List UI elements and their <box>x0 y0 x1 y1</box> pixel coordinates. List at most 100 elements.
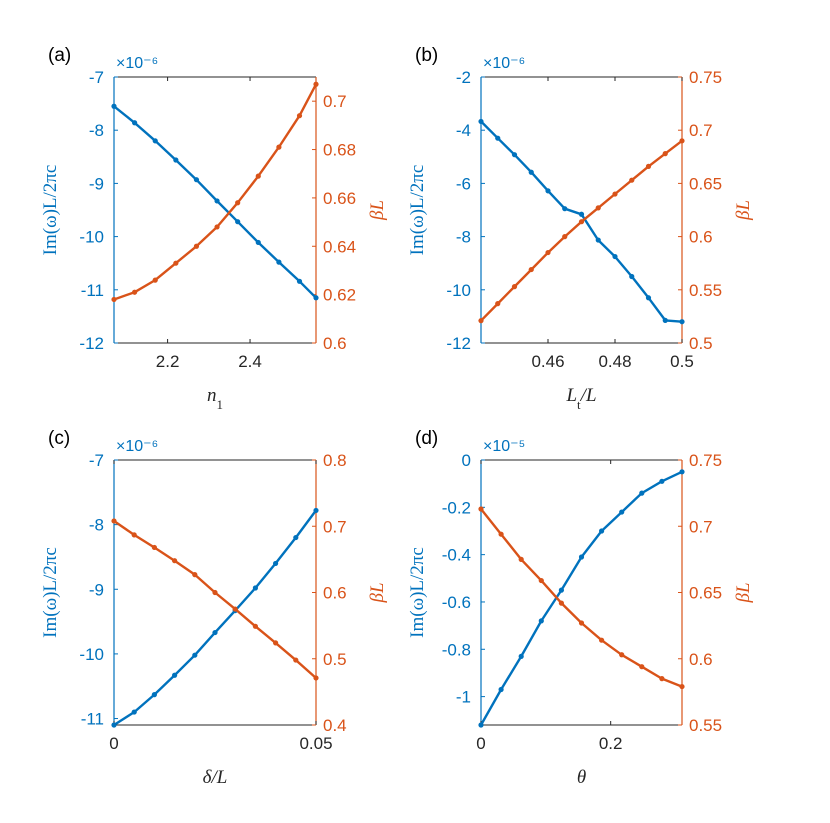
data-point-left <box>173 157 179 163</box>
data-point-left <box>528 169 534 175</box>
data-point-right <box>545 249 551 256</box>
data-point-left <box>538 618 544 624</box>
x-axis-title-main: δ/L <box>203 767 228 788</box>
x-axis-title-main: n <box>207 385 217 406</box>
x-tick-label: 0.48 <box>598 352 631 371</box>
right-y-tick-label: 0.65 <box>689 174 722 193</box>
data-point-left <box>645 295 652 301</box>
x-tick-label: 0.2 <box>599 734 623 753</box>
data-point-left <box>252 585 258 591</box>
left-y-axis-title: Im(ω)L/2πc <box>407 547 428 638</box>
left-y-tick-label: -10 <box>79 228 104 247</box>
series-line-right <box>113 520 317 679</box>
right-y-tick-label: 0.55 <box>689 281 722 300</box>
right-y-axis-title: βL <box>733 582 754 603</box>
data-point-right <box>252 623 258 629</box>
data-point-right <box>232 606 238 612</box>
right-y-tick-label: 0.4 <box>323 716 347 735</box>
data-point-left <box>679 319 685 325</box>
right-y-tick-label: 0.6 <box>689 650 713 669</box>
x-tick-label: 2.4 <box>238 352 262 371</box>
data-point-right <box>214 224 220 230</box>
x-tick-label: 0.05 <box>299 734 332 753</box>
panel-4: 0 0.2 -1 -0.8 -0.6 -0.4 -0.2 0 0.55 0.6 0.65 0.7 0.7… <box>407 428 754 788</box>
data-point-left <box>313 295 319 301</box>
data-point-right <box>629 177 635 183</box>
data-point-right <box>111 296 117 303</box>
data-point-left <box>111 103 117 109</box>
data-point-right <box>131 532 137 538</box>
x-axis-title-subscript: t <box>577 397 581 412</box>
panel-label: (b) <box>415 45 438 66</box>
data-point-right <box>478 506 484 512</box>
left-y-tick-label: -0.2 <box>442 498 471 517</box>
data-point-left <box>562 206 568 212</box>
right-y-tick-label: 0.8 <box>323 451 347 470</box>
x-axis-title-tail: /L <box>580 385 597 406</box>
right-y-axis-title: βL <box>367 582 388 603</box>
data-point-left <box>212 629 218 636</box>
data-point-right <box>132 289 138 295</box>
data-point-right <box>599 637 605 643</box>
x-axis-title-main: θ <box>577 767 586 788</box>
right-y-tick-label: 0.7 <box>689 121 713 140</box>
right-y-tick-label: 0.5 <box>689 334 713 353</box>
data-point-right <box>679 138 685 144</box>
right-y-tick-label: 0.65 <box>689 584 722 603</box>
data-point-left <box>659 478 665 484</box>
x-tick-label: 0 <box>476 734 485 753</box>
left-y-tick-label: -0.6 <box>442 593 471 612</box>
data-point-left <box>679 469 685 475</box>
data-point-left <box>255 239 261 246</box>
data-point-left <box>511 152 518 158</box>
data-point-right <box>558 600 565 606</box>
x-axis-title: Lt/L <box>565 385 596 412</box>
data-point-left <box>545 188 551 194</box>
data-point-left <box>578 554 585 560</box>
data-point-right <box>193 243 200 249</box>
data-point-left <box>498 686 504 693</box>
x-tick-label: 0.5 <box>670 352 694 371</box>
panel-3: 0 0.05 -11 -10 -9 -8 -7 0.4 0.5 0.6 0.7 0.8 ×10⁻⁶ (c)… <box>40 428 388 788</box>
data-point-right <box>578 620 585 626</box>
data-point-right <box>498 531 504 537</box>
data-point-right <box>478 318 484 324</box>
data-point-left <box>612 253 618 260</box>
data-point-left <box>131 709 137 715</box>
data-point-left <box>313 507 319 514</box>
right-y-tick-label: 0.5 <box>323 650 347 669</box>
left-y-tick-label: 0 <box>462 451 471 470</box>
exponent-label: ×10⁻⁶ <box>483 55 525 72</box>
data-point-right <box>511 284 518 290</box>
data-point-right <box>578 219 585 225</box>
right-y-tick-label: 0.7 <box>323 517 347 536</box>
data-point-right <box>111 518 117 524</box>
data-point-left <box>132 120 138 126</box>
panel-2: 0.46 0.48 0.5 -12 -10 -8 -6 -4 -2 0.5 0.55 0.6 0.65 0… <box>407 45 754 412</box>
data-point-right <box>152 277 158 283</box>
x-tick-label: 0.46 <box>531 352 564 371</box>
right-y-tick-label: 0.66 <box>323 189 356 208</box>
x-tick-label: 0 <box>109 734 118 753</box>
right-y-axis-title: βL <box>733 200 754 221</box>
data-point-right <box>235 200 241 206</box>
data-point-right <box>313 675 319 681</box>
data-point-right <box>619 652 625 658</box>
left-y-tick-label: -7 <box>89 68 104 87</box>
data-point-right <box>192 572 198 578</box>
left-y-tick-label: -1 <box>456 688 471 707</box>
data-point-right <box>528 266 534 273</box>
x-axis-title: n1 <box>207 385 223 412</box>
right-y-axis-title: βL <box>367 200 388 221</box>
data-point-left <box>296 278 303 284</box>
data-point-right <box>662 151 668 157</box>
data-point-right <box>151 544 157 551</box>
data-point-right <box>639 664 645 670</box>
data-point-left <box>578 211 585 217</box>
data-point-left <box>478 722 484 728</box>
left-y-tick-label: -10 <box>79 645 104 664</box>
data-point-left <box>276 259 282 265</box>
data-point-left <box>518 653 524 659</box>
left-y-tick-label: -12 <box>446 334 471 353</box>
